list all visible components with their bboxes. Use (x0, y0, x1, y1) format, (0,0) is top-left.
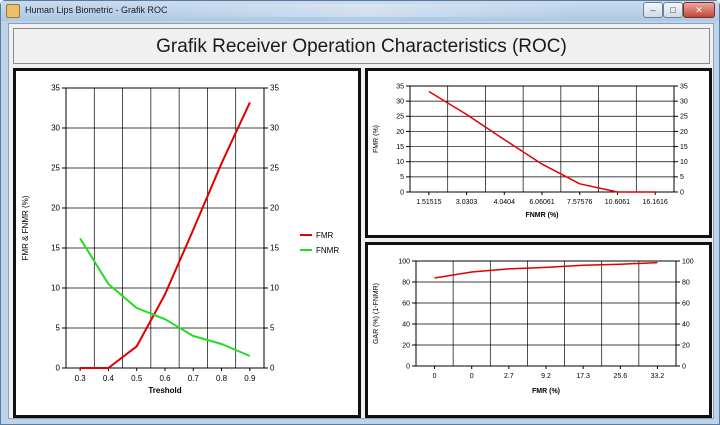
x-axis-title: Treshold (148, 386, 181, 395)
y2-tick-label: 20 (270, 204, 279, 213)
y2-tick-label: 35 (270, 84, 279, 93)
client-area: Grafik Receiver Operation Characteristic… (8, 23, 714, 419)
y-tick-label: 15 (396, 144, 404, 151)
x-tick-label: 2.7 (504, 373, 514, 380)
y2-tick-label: 5 (270, 324, 275, 333)
series-line-fmr (80, 101, 251, 369)
y2-tick-label: 25 (680, 114, 688, 121)
window-title: Human Lips Biometric - Grafik ROC (25, 5, 168, 15)
y2-tick-label: 100 (682, 258, 694, 265)
y-tick-label: 5 (56, 324, 61, 333)
series-line-fnmr (79, 237, 251, 357)
roc-chart-panel: 0 0 5 5 10 10 15 15 20 20 25 25 30 30 35 35 1.51515 3.030… (365, 68, 712, 238)
maximize-button[interactable]: □ (663, 2, 683, 18)
y-tick-label: 20 (51, 204, 60, 213)
plot-area (409, 85, 675, 193)
x-axis-title: FMR (%) (532, 388, 560, 395)
y-tick-label: 10 (396, 159, 404, 166)
y-tick-label: 15 (51, 244, 60, 253)
y-tick-label: 0 (400, 189, 404, 196)
threshold-chart: 0 0 5 5 10 10 15 15 20 20 25 25 30 30 35 35 0.3 0.4 0.5 0.6… (21, 84, 339, 395)
y-tick-label: 30 (51, 124, 60, 133)
y-axis-title: FMR & FNMR (%) (21, 195, 30, 260)
y2-tick-label: 35 (680, 83, 688, 90)
x-tick-label: 0 (470, 373, 474, 380)
y-tick-label: 35 (51, 84, 60, 93)
y-tick-label: 0 (56, 364, 61, 373)
y2-tick-label: 10 (270, 284, 279, 293)
x-tick-label: 10.6061 (605, 199, 630, 206)
plot-area (65, 87, 265, 369)
y2-tick-label: 0 (270, 364, 275, 373)
y-tick-label: 20 (402, 342, 410, 349)
y2-tick-label: 25 (270, 164, 279, 173)
title-bar[interactable]: Human Lips Biometric - Grafik ROC – □ ✕ (1, 1, 719, 21)
series-line-series-0 (428, 90, 656, 193)
x-tick-label: 17.3 (576, 373, 590, 380)
y-tick-label: 80 (402, 279, 410, 286)
gar-chart: 0 0 20 20 40 40 60 60 80 80 100 100 0 0 2.7 9.2 17.3 25.6… (373, 258, 694, 395)
x-tick-label: 4.0404 (494, 199, 516, 206)
x-tick-label: 0.5 (131, 374, 143, 383)
minimize-button[interactable]: – (643, 2, 663, 18)
y-tick-label: 40 (402, 321, 410, 328)
header-panel: Grafik Receiver Operation Characteristic… (13, 28, 710, 64)
gar-chart-panel: 0 0 20 20 40 40 60 60 80 80 100 100 0 0 2.7 9.2 17.3 25.6… (365, 242, 712, 418)
y2-tick-label: 10 (680, 159, 688, 166)
legend-label: FNMR (316, 246, 339, 255)
y-axis-title: GAR (%) (1-FNMR) (373, 283, 380, 344)
x-tick-label: 6.06061 (529, 199, 554, 206)
x-tick-label: 0 (433, 373, 437, 380)
plot-area (415, 260, 677, 367)
y-tick-label: 10 (51, 284, 60, 293)
x-tick-label: 0.7 (188, 374, 200, 383)
y-tick-label: 25 (396, 114, 404, 121)
y-tick-label: 30 (396, 98, 404, 105)
x-tick-label: 16.1616 (642, 199, 667, 206)
y2-tick-label: 15 (270, 244, 279, 253)
x-axis-title: FNMR (%) (525, 212, 558, 219)
y2-tick-label: 30 (680, 98, 688, 105)
y-axis-title: FMR (%) (373, 125, 380, 153)
x-tick-label: 3.0303 (456, 199, 478, 206)
y2-tick-label: 0 (680, 189, 684, 196)
x-tick-label: 0.9 (244, 374, 256, 383)
x-tick-label: 0.3 (75, 374, 87, 383)
threshold-chart-panel: 0 0 5 5 10 10 15 15 20 20 25 25 30 30 35 35 0.3 0.4 0.5 0.6… (13, 68, 361, 418)
x-tick-label: 7.57576 (567, 199, 592, 206)
y-tick-label: 20 (396, 129, 404, 136)
y2-tick-label: 15 (680, 144, 688, 151)
y2-tick-label: 20 (682, 342, 690, 349)
page-title: Grafik Receiver Operation Characteristic… (156, 36, 567, 57)
y-tick-label: 35 (396, 83, 404, 90)
y2-tick-label: 20 (680, 129, 688, 136)
y-tick-label: 25 (51, 164, 60, 173)
y2-tick-label: 30 (270, 124, 279, 133)
x-tick-label: 0.4 (103, 374, 115, 383)
y2-tick-label: 5 (680, 174, 684, 181)
close-button[interactable]: ✕ (683, 2, 715, 18)
y-tick-label: 5 (400, 174, 404, 181)
y-tick-label: 0 (406, 363, 410, 370)
app-icon (6, 4, 20, 18)
y2-tick-label: 40 (682, 321, 690, 328)
y2-tick-label: 80 (682, 279, 690, 286)
roc-chart: 0 0 5 5 10 10 15 15 20 20 25 25 30 30 35 35 1.51515 3.030… (373, 83, 688, 219)
series-line-series-0 (434, 261, 658, 279)
x-tick-label: 25.6 (613, 373, 627, 380)
legend-label: FMR (316, 231, 334, 240)
x-tick-label: 33.2 (651, 373, 665, 380)
x-tick-label: 1.51515 (416, 199, 441, 206)
y2-tick-label: 0 (682, 363, 686, 370)
x-tick-label: 0.6 (159, 374, 171, 383)
x-tick-label: 0.8 (216, 374, 228, 383)
y2-tick-label: 60 (682, 300, 690, 307)
y-tick-label: 60 (402, 300, 410, 307)
y-tick-label: 100 (398, 258, 410, 265)
x-tick-label: 9.2 (541, 373, 551, 380)
titlebar-reflection (151, 4, 581, 17)
